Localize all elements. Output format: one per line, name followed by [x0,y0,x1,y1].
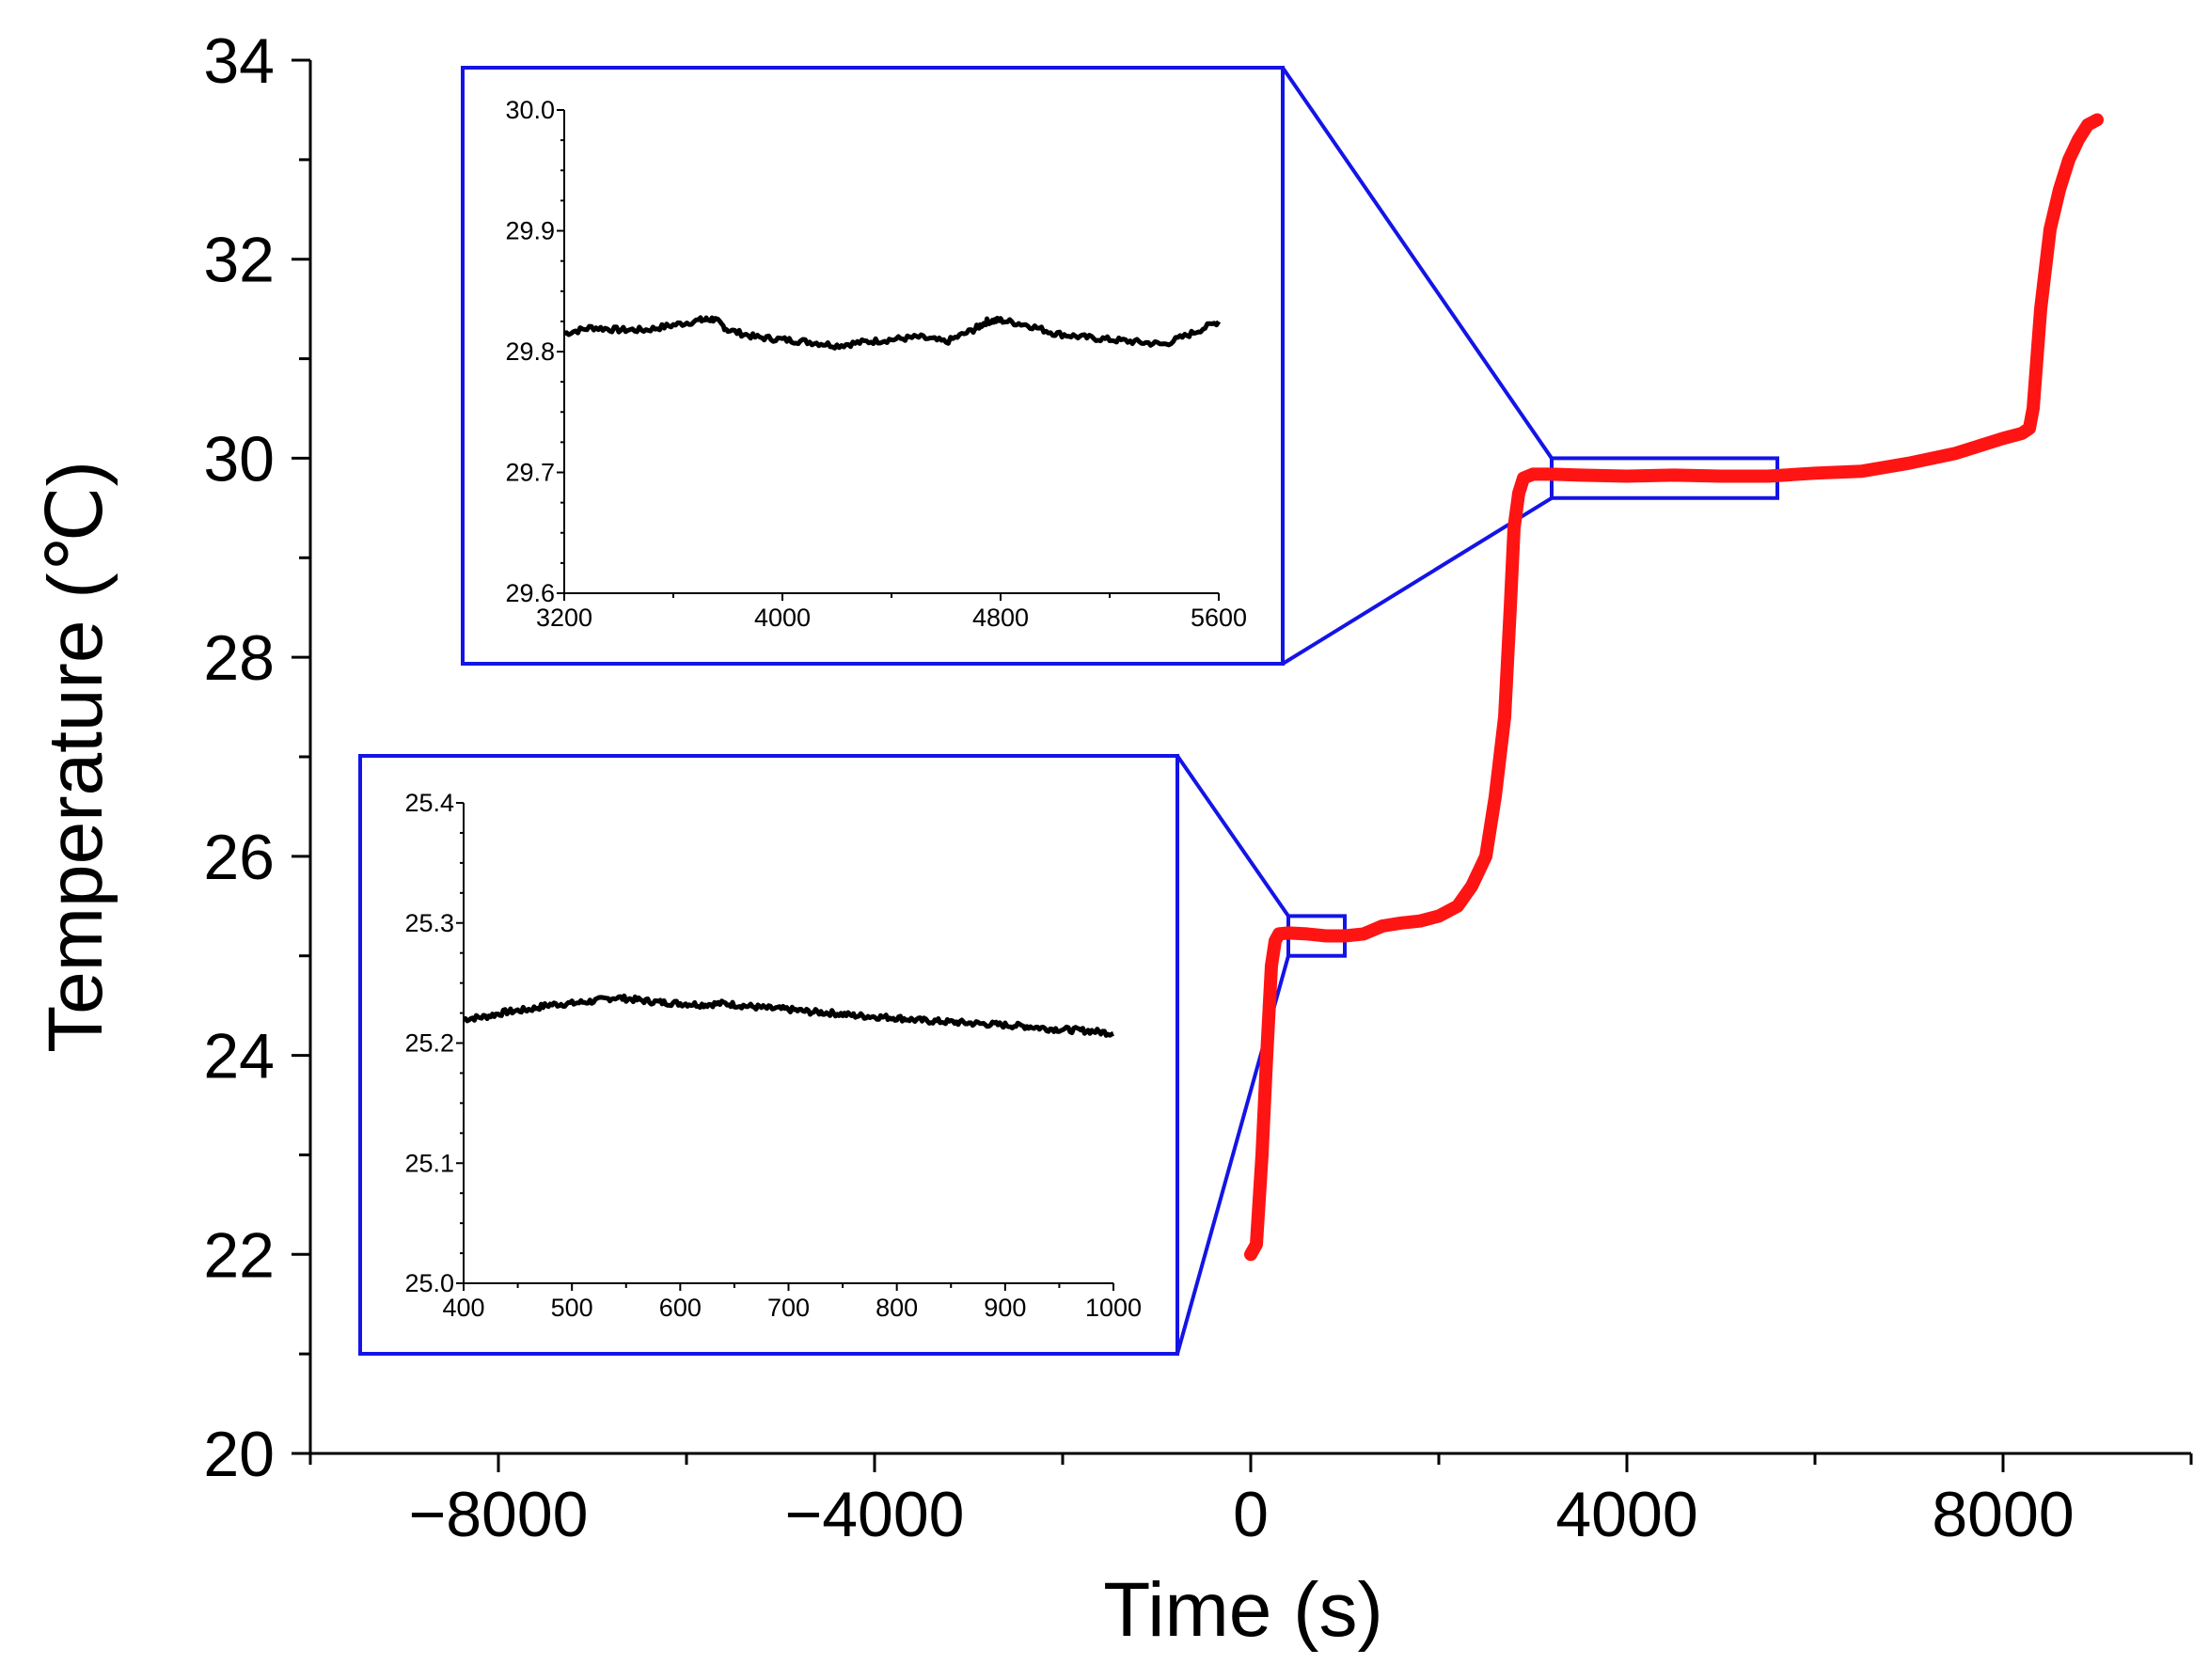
y-tick-label: 32 [203,225,275,296]
zoom-connector [1281,496,1554,666]
inset-lower: 25.0 25.1 25.2 25.3 25.4 400 500 600 700 800 900 10… [358,754,1179,1356]
main-series-layer [1244,113,2104,1262]
main-axes: 20 22 24 26 28 30 32 34 −8000 −4000 0 4000 8000 Tim… [33,25,2193,1653]
x-axis-title: Time (s) [1103,1567,1383,1653]
inset-temperature-series [463,993,1114,1038]
inset-y-tick-label: 25.1 [404,1149,454,1177]
zoom-connector [1176,754,1290,918]
x-tick-label: 8000 [1932,1479,2074,1550]
temperature-series [1244,113,2104,1262]
inset-frame [358,754,1179,1356]
inset-y-tick-label: 29.9 [505,217,555,245]
inset-y-tick-label: 29.7 [505,459,555,487]
y-ticks: 20 22 24 26 28 30 32 34 [203,25,310,1490]
inset-y-tick-label: 25.3 [404,909,454,937]
inset-x-tick-label: 600 [659,1294,702,1322]
zoom-connector [1281,66,1554,460]
inset-x-tick-label: 3200 [536,604,592,632]
y-tick-label: 34 [203,25,275,97]
inset-y-tick-label: 29.8 [505,338,555,366]
inset-x-tick-label: 4800 [972,604,1029,632]
inset-x-tick-label: 500 [551,1294,593,1322]
y-tick-label: 20 [203,1419,275,1490]
y-tick-label: 26 [203,822,275,893]
inset-x-tick-label: 400 [442,1294,484,1322]
inset-temperature-series [563,315,1222,351]
y-axis-title: Temperature (℃) [33,461,118,1053]
inset-x-tick-label: 1000 [1085,1294,1142,1322]
inset-y-tick-label: 29.6 [505,579,555,607]
y-tick-label: 24 [203,1021,275,1092]
y-tick-label: 28 [203,622,275,694]
inset-y-tick-label: 25.4 [404,789,454,817]
inset-y-tick-label: 30.0 [505,96,555,124]
inset-upper: 29.6 29.7 29.8 29.9 30.0 3200 4000 4800 5600 [461,66,1285,666]
inset-y-tick-label: 25.0 [404,1269,454,1297]
x-tick-label: −8000 [409,1479,589,1550]
inset-x-tick-label: 5600 [1191,604,1247,632]
x-tick-label: −4000 [785,1479,965,1550]
inset-x-tick-label: 4000 [754,604,811,632]
x-ticks: −8000 −4000 0 4000 8000 [308,1453,2193,1550]
y-tick-label: 22 [203,1219,275,1291]
inset-x-tick-label: 700 [767,1294,810,1322]
x-tick-label: 4000 [1555,1479,1697,1550]
inset-frame [461,66,1285,666]
inset-x-tick-label: 900 [984,1294,1026,1322]
inset-x-tick-label: 800 [876,1294,918,1322]
x-tick-label: 0 [1233,1479,1269,1550]
y-tick-label: 30 [203,423,275,495]
inset-y-tick-label: 25.2 [404,1029,454,1058]
